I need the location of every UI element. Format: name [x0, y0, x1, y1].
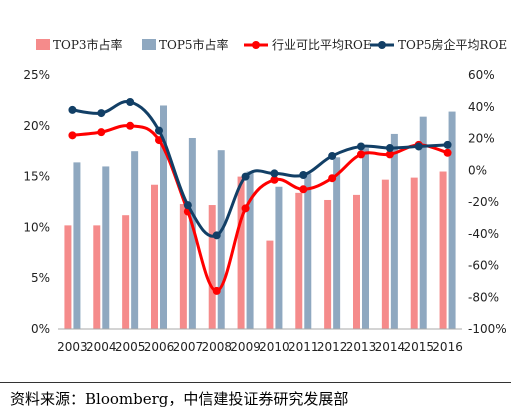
bar-top3-2016 — [439, 171, 447, 329]
y-right-tick-label: -40% — [468, 227, 499, 241]
bar-top5-2014 — [390, 133, 398, 329]
legend-marker-2 — [252, 41, 260, 49]
y-right-tick-label: 0% — [468, 163, 487, 177]
bar-top3-2005 — [122, 215, 130, 329]
point-top5-roe-2010 — [270, 169, 279, 178]
legend-label-3: TOP5房企平均ROE — [398, 37, 507, 52]
point-top5-roe-2009 — [241, 172, 250, 181]
point-top5-roe-2003 — [68, 105, 77, 114]
x-tick-label: 2012 — [317, 340, 348, 354]
point-top5-roe-2004 — [97, 109, 106, 118]
legend-label-1: TOP5市占率 — [159, 37, 229, 52]
point-industry-roe-2003 — [68, 131, 77, 140]
bar-top5-2015 — [419, 116, 427, 329]
bar-top5-2012 — [333, 157, 341, 329]
point-top5-roe-2012 — [328, 151, 337, 160]
bar-top5-2009 — [246, 171, 254, 329]
point-top5-roe-2015 — [414, 142, 423, 151]
bar-top5-2013 — [362, 148, 369, 329]
bar-top3-2010 — [266, 240, 274, 329]
axes-layer: 0% 5% 10% 15% 20% 25% -100% -80% -60% -40% -20% 0% 2… — [23, 68, 506, 354]
bar-top5-2010 — [275, 186, 283, 329]
y-right-tick-label: -80% — [468, 290, 499, 304]
bar-top5-2007 — [188, 137, 196, 329]
bar-top3-2009 — [237, 176, 245, 329]
point-industry-roe-2013 — [357, 150, 365, 159]
legend-swatch-0 — [36, 39, 50, 50]
bar-top5-2005 — [131, 151, 139, 329]
bar-top3-2013 — [353, 194, 360, 329]
y-left-tick-label: 5% — [31, 271, 50, 285]
y-left-tick-label: 10% — [23, 220, 50, 234]
point-industry-roe-2008 — [212, 286, 221, 295]
bar-top3-2006 — [151, 184, 158, 329]
source-divider — [0, 382, 511, 383]
y-right-tick-label: 60% — [468, 68, 495, 82]
bars-layer — [64, 105, 456, 330]
point-industry-roe-2011 — [299, 185, 308, 194]
bar-top3-2007 — [179, 204, 187, 329]
y-right-tick-label: -100% — [468, 322, 507, 336]
bar-top3-2004 — [93, 225, 101, 329]
point-top5-roe-2005 — [126, 97, 135, 106]
y-left-tick-label: 0% — [31, 322, 50, 336]
source-note: 资料来源：Bloomberg，中信建投证券研究发展部 — [10, 390, 349, 408]
y-right-tick-label: -20% — [468, 195, 499, 209]
point-industry-roe-2010 — [270, 175, 279, 184]
bar-top3-2008 — [208, 205, 216, 329]
y-left-tick-label: 15% — [23, 170, 50, 184]
lines-layer — [68, 97, 452, 295]
bar-top5-2003 — [73, 162, 81, 329]
bar-top5-2011 — [304, 173, 312, 329]
line-industry-roe — [72, 124, 449, 293]
x-tick-label: 2009 — [230, 340, 261, 354]
y-right-tick-label: 20% — [468, 132, 495, 146]
x-tick-label: 2007 — [173, 340, 204, 354]
x-tick-label: 2011 — [288, 340, 319, 354]
point-top5-roe-2013 — [357, 142, 365, 151]
legend-marker-3 — [378, 41, 386, 49]
y-left-tick-label: 25% — [23, 68, 50, 82]
bar-top3-2015 — [410, 177, 418, 329]
point-top5-roe-2014 — [385, 144, 394, 153]
point-top5-roe-2006 — [155, 126, 163, 135]
y-right-tick-label: -60% — [468, 259, 499, 273]
point-industry-roe-2016 — [443, 148, 452, 157]
legend-label-2: 行业可比平均ROE — [272, 38, 372, 52]
bar-top5-2016 — [448, 111, 456, 330]
point-industry-roe-2014 — [385, 150, 394, 159]
x-tick-label: 2006 — [144, 340, 175, 354]
point-industry-roe-2004 — [97, 128, 106, 137]
x-tick-label: 2010 — [259, 340, 290, 354]
legend-label-0: TOP3市占率 — [53, 37, 123, 52]
legend-swatch-1 — [142, 39, 156, 50]
point-top5-roe-2008 — [212, 231, 221, 240]
bar-top5-2004 — [102, 166, 110, 329]
x-tick-label: 2014 — [375, 340, 406, 354]
x-tick-label: 2003 — [57, 340, 88, 354]
bar-top3-2014 — [381, 179, 389, 329]
x-tick-label: 2015 — [403, 340, 434, 354]
point-top5-roe-2007 — [183, 201, 192, 210]
bar-top3-2012 — [324, 199, 332, 329]
point-top5-roe-2011 — [299, 171, 308, 180]
y-left-tick-label: 20% — [23, 119, 50, 133]
point-industry-roe-2009 — [241, 204, 250, 213]
bar-top5-2008 — [217, 150, 225, 329]
y-right-tick-label: 40% — [468, 100, 495, 114]
chart: TOP3市占率 TOP5市占率 行业可比平均ROE TOP5房企平均ROE 0% 5% 1… — [23, 37, 507, 354]
x-tick-label: 2016 — [432, 340, 463, 354]
x-tick-label: 2004 — [86, 340, 117, 354]
point-industry-roe-2005 — [126, 121, 135, 130]
bar-top5-2006 — [160, 105, 167, 329]
bar-top3-2011 — [295, 192, 303, 329]
x-tick-label: 2013 — [346, 340, 377, 354]
point-top5-roe-2016 — [443, 140, 452, 149]
legend: TOP3市占率 TOP5市占率 行业可比平均ROE TOP5房企平均ROE — [36, 37, 507, 52]
x-tick-label: 2008 — [201, 340, 232, 354]
x-tick-label: 2005 — [115, 340, 146, 354]
point-industry-roe-2012 — [328, 174, 337, 183]
bar-top3-2003 — [64, 225, 72, 329]
